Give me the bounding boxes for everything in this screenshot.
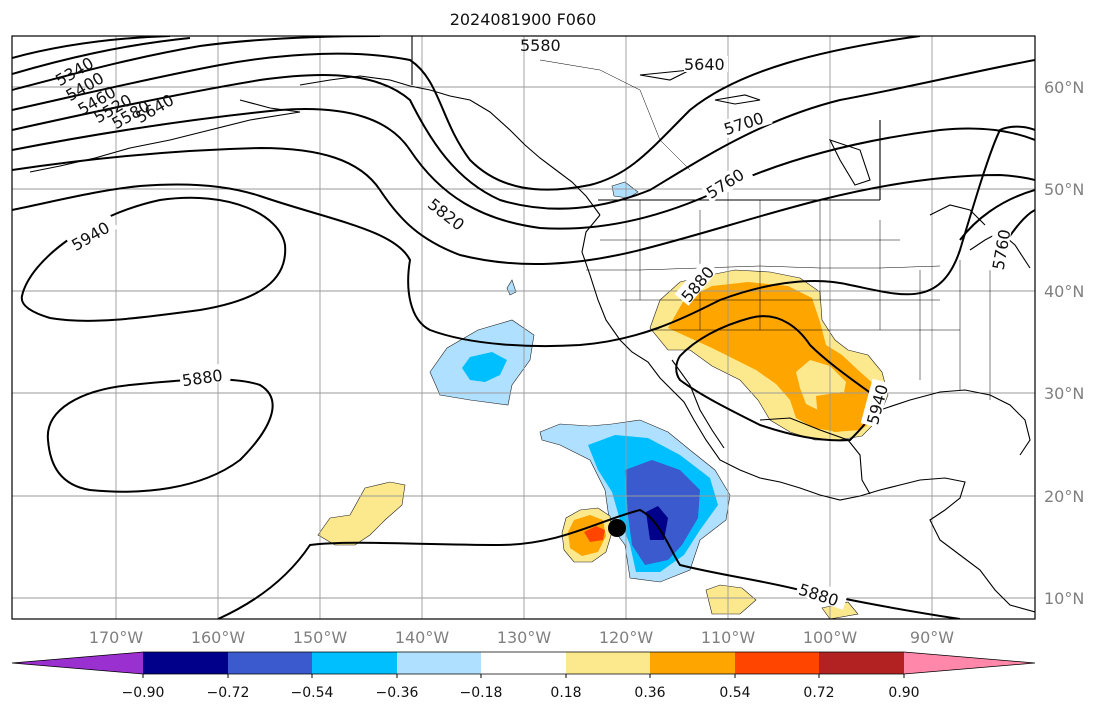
longitude-labels: 170°W 160°W 150°W 140°W 130°W 120°W 110°…: [89, 628, 954, 647]
colorbar-extend-max: [904, 652, 1035, 674]
political-boundaries: [539, 59, 991, 400]
lat-label: 10°N: [1044, 589, 1084, 608]
lat-label: 20°N: [1044, 487, 1084, 506]
lat-label: 40°N: [1044, 282, 1084, 301]
lon-label: 160°W: [191, 628, 246, 647]
colorbar-segment: [143, 652, 228, 674]
storm-center-dot: [608, 519, 626, 537]
colorbar-tick-label: 0.18: [550, 685, 581, 701]
colorbar-segment: [819, 652, 904, 674]
latitude-labels: 60°N 50°N 40°N 30°N 20°N 10°N: [1044, 78, 1084, 608]
positive-anomaly-west: [317, 481, 406, 546]
lat-label: 50°N: [1044, 180, 1084, 199]
anomaly-shading: [317, 181, 889, 619]
lon-label: 140°W: [395, 628, 450, 647]
colorbar-tick-label: 0.90: [888, 685, 919, 701]
lon-label: 120°W: [599, 628, 654, 647]
colorbar-tick-label: 0.72: [803, 685, 834, 701]
lon-label: 150°W: [293, 628, 348, 647]
colorbar-segment: [312, 652, 397, 674]
lon-label: 90°W: [910, 628, 954, 647]
colorbar-tick-label: −0.90: [122, 685, 165, 701]
colorbar-segment: [566, 652, 650, 674]
map-border: [11, 35, 1036, 620]
colorbar-tick-label: −0.18: [460, 685, 503, 701]
contour-label: 5580: [520, 36, 561, 55]
colorbar-segment: [228, 652, 312, 674]
lon-label: 130°W: [497, 628, 552, 647]
lon-label: 170°W: [89, 628, 144, 647]
graticule: [12, 36, 1035, 619]
colorbar-tick-label: 0.54: [719, 685, 750, 701]
colorbar: [11, 651, 1036, 678]
colorbar-extend-min: [12, 652, 143, 674]
lat-label: 30°N: [1044, 384, 1084, 403]
colorbar-segment: [397, 652, 481, 674]
contour-label: 5640: [684, 55, 725, 74]
colorbar-segment: [735, 652, 819, 674]
map-title: 2024081900 F060: [449, 10, 597, 29]
colorbar-tick-label: 0.36: [634, 685, 665, 701]
colorbar-ticks: −0.90 −0.72 −0.54 −0.36 −0.18 0.18 0.36 …: [122, 685, 920, 701]
colorbar-tick-label: −0.72: [207, 685, 250, 701]
lon-label: 100°W: [803, 628, 858, 647]
colorbar-tick-label: −0.36: [376, 685, 419, 701]
colorbar-segment: [650, 652, 735, 674]
colorbar-tick-label: −0.54: [291, 685, 334, 701]
negative-anomaly-blue: [462, 352, 507, 382]
lon-label: 110°W: [701, 628, 756, 647]
colorbar-segment: [481, 652, 566, 674]
lat-label: 60°N: [1044, 78, 1084, 97]
